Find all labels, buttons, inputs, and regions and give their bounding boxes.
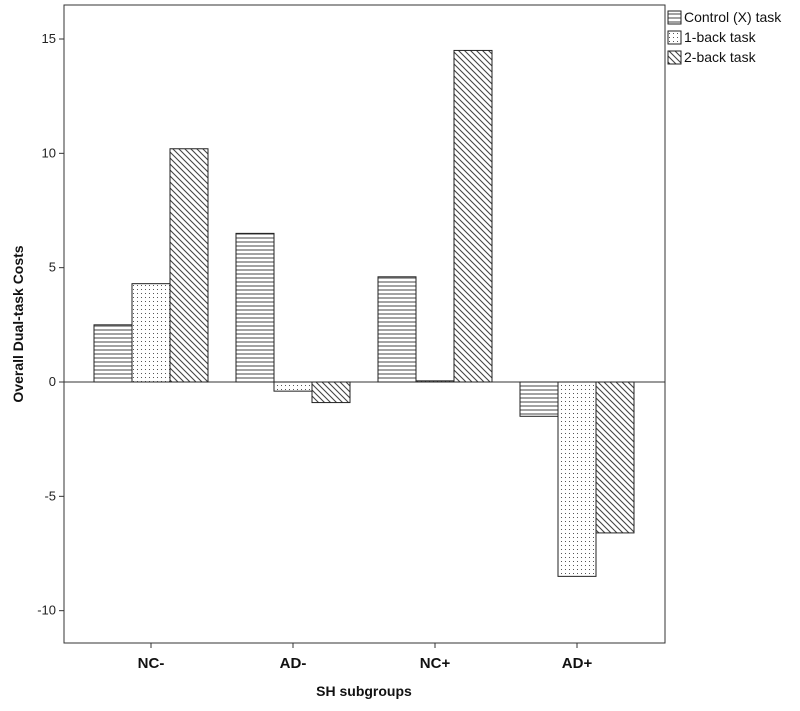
bar-AD--control-x-task [235,232,275,383]
y-tick-label: 5 [49,260,56,275]
legend: Control (X) task 1-back task 2-back task [667,9,782,65]
bars-group [93,49,635,577]
y-tick-label: 0 [49,374,56,389]
bar-AD+-2-back-task [595,381,635,534]
x-axis: NC- AD- NC+ AD+ [138,643,593,672]
bar-NC--1-back-task [131,283,171,383]
legend-label: 2-back task [684,49,757,65]
bar-AD--1-back-task [273,381,313,392]
bar-NC+-control-x-task [377,276,417,383]
bar-NC--2-back-task [169,148,209,383]
x-axis-title: SH subgroups [316,683,412,699]
plot-frame [63,4,666,644]
x-category-label: NC- [138,655,165,672]
bar-AD+-1-back-task [557,381,597,577]
y-tick-label: 10 [42,145,56,160]
y-axis-title: Overall Dual-task Costs [10,245,26,402]
bar-NC--control-x-task [93,324,133,383]
bar-AD--2-back-task [311,381,351,404]
legend-swatch [667,30,682,45]
y-tick-label: -10 [37,603,56,618]
bar-NC+-2-back-task [453,49,493,383]
x-category-label: NC+ [420,655,451,672]
bar-AD+-control-x-task [519,381,559,417]
bar-NC+-1-back-task [415,380,455,383]
legend-label: Control (X) task [684,9,782,25]
y-tick-label: -5 [44,488,56,503]
legend-swatch [667,10,682,25]
x-category-label: AD+ [562,655,593,672]
x-category-label: AD- [280,655,307,672]
y-axis: -10 -5 0 5 10 15 [37,31,64,618]
legend-swatch [667,50,682,65]
legend-label: 1-back task [684,29,757,45]
y-tick-label: 15 [42,31,56,46]
